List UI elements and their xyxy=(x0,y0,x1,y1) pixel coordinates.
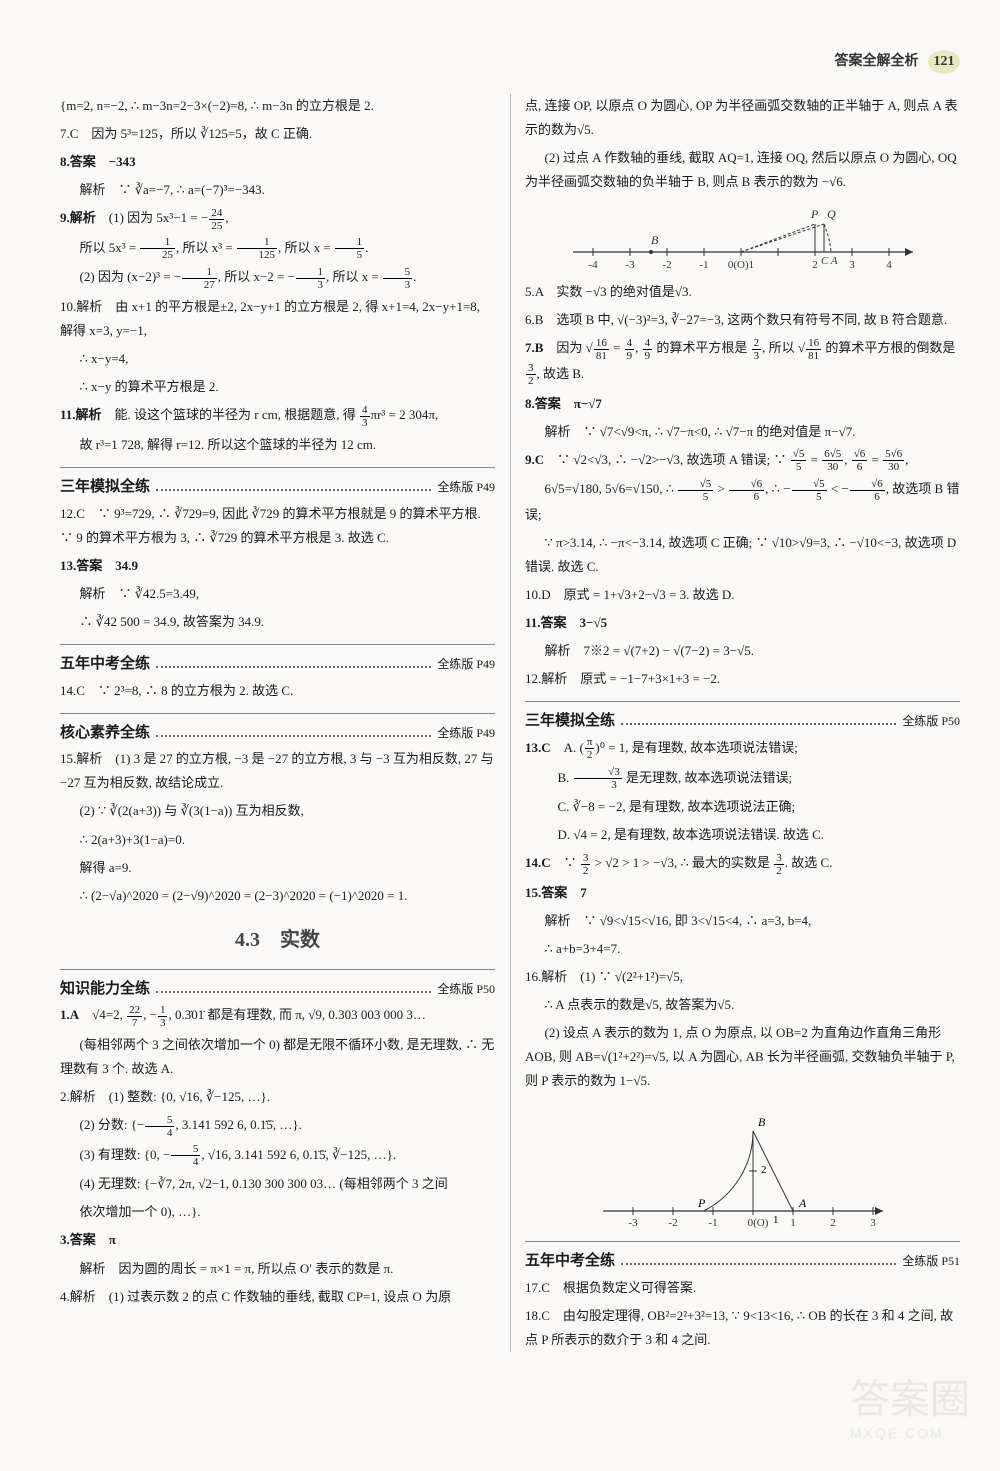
sol-14: 14.C ∵ 2³=8, ∴ 8 的立方根为 2. 故选 C. xyxy=(60,679,495,703)
sol-r2a: 2.解析 (1) 整数: {0, √16, ∛−125, …}. xyxy=(60,1085,495,1109)
sol-r8b: 解析 ∵ √7<√9<π, ∴ √7−π<0, ∴ √7−π 的绝对值是 π−√… xyxy=(525,420,960,444)
sol-12: 12.C ∵ 9³=729, ∴ ∛729=9, 因此 ∛729 的算术平方根就… xyxy=(60,502,495,550)
svg-text:-1: -1 xyxy=(699,259,708,271)
section-core: 核心素养全练 全练版 P49 xyxy=(60,713,495,748)
sol-9b: 所以 5x³ = 125, 所以 x³ = 1125, 所以 x = 15. xyxy=(60,236,495,262)
sol-r13c: C. ∛−8 = −2, 是有理数, 故本选项说法正确; xyxy=(525,795,960,819)
sol-r3a: 3.答案 π xyxy=(60,1228,495,1252)
sol-r13a: 13.C A. (π2)⁰ = 1, 是有理数, 故本选项说法错误; xyxy=(525,736,960,762)
sol-11b: 故 r³=1 728, 解得 r=12. 所以这个篮球的半径为 12 cm. xyxy=(60,433,495,457)
sol-r16b: ∴ A 点表示的数是√5, 故答案为√5. xyxy=(525,993,960,1017)
sol-9a: 9.解析 (1) 因为 5x³−1 = −2425, xyxy=(60,206,495,232)
sol-r18: 18.C 由勾股定理得, OB²=2²+3²=13, ∵ 9<13<16, ∴ … xyxy=(525,1304,960,1352)
sol-8b: 解析 ∵ ∛a=−7, ∴ a=(−7)³=−343. xyxy=(60,178,495,202)
sol-r17: 17.C 根据负数定义可得答案. xyxy=(525,1276,960,1300)
svg-text:-1: -1 xyxy=(708,1217,717,1229)
sol-r11b: 解析 7※2 = √(7+2) − √(7−2) = 3−√5. xyxy=(525,639,960,663)
svg-text:-3: -3 xyxy=(625,259,635,271)
sol-r2d: (4) 无理数: {−∛7, 2π, √2−1, 0.130 300 300 0… xyxy=(60,1172,495,1196)
section-exam5-r: 五年中考全练 全练版 P51 xyxy=(525,1241,960,1276)
arc-diagram: -3 -2 -1 0(O) 1 2 3 B 2 A P 1 xyxy=(593,1101,893,1231)
sol-r15c: ∴ a+b=3+4=7. xyxy=(525,937,960,961)
sol-r10: 10.D 原式 = 1+√3+2−√3 = 3. 故选 D. xyxy=(525,583,960,607)
sol-13b: 解析 ∵ ∛42.5=3.49, xyxy=(60,582,495,606)
sol-r9b: 6√5=√180, 5√6=√150, ∴ √55 > √66, ∴ −√55 … xyxy=(525,477,960,527)
sol-r14: 14.C ∵ 32 > √2 > 1 > −√3, ∴ 最大的实数是 32. 故… xyxy=(525,851,960,877)
svg-text:B: B xyxy=(651,233,659,247)
sol-15d: 解得 a=9. xyxy=(60,856,495,880)
sol-mn: {m=2, n=−2, ∴ m−3n=2−3×(−2)=8, ∴ m−3n 的立… xyxy=(60,94,495,118)
sol-r1b: (每相邻两个 3 之间依次增加一个 0) 都是无限不循环小数, 是无理数, ∴ … xyxy=(60,1033,495,1081)
svg-text:P: P xyxy=(810,207,819,221)
page: 答案全解全析 121 {m=2, n=−2, ∴ m−3n=2−3×(−2)=8… xyxy=(0,0,1000,1471)
sol-11a: 11.解析 能. 设这个篮球的半径为 r cm, 根据题意, 得 43πr³ =… xyxy=(60,403,495,429)
svg-text:-2: -2 xyxy=(662,259,671,271)
sol-r5: 5.A 实数 −√3 的绝对值是√3. xyxy=(525,280,960,304)
page-number: 121 xyxy=(928,50,960,74)
svg-text:A: A xyxy=(798,1196,807,1210)
sol-15b: (2) ∵ ∛(2(a+3)) 与 ∛(3(1−a)) 互为相反数, xyxy=(60,799,495,823)
sol-r2e: 依次增加一个 0), …}. xyxy=(60,1200,495,1224)
sol-r2b: (2) 分数: {−54, 3.141 592 6, 0.1̇5̇, …}. xyxy=(60,1113,495,1139)
svg-text:1: 1 xyxy=(773,1214,779,1226)
svg-text:2: 2 xyxy=(812,259,818,271)
svg-text:0(O)1: 0(O)1 xyxy=(727,259,753,271)
sol-r4a: 4.解析 (1) 过表示数 2 的点 C 作数轴的垂线, 截取 CP=1, 设点… xyxy=(60,1285,495,1309)
svg-text:Q: Q xyxy=(827,207,836,221)
section-sim3-r: 三年模拟全练 全练版 P50 xyxy=(525,701,960,736)
sol-r16a: 16.解析 (1) ∵ √(2²+1²)=√5, xyxy=(525,965,960,989)
number-line-diagram: -4 -3 -2 -1 0(O)1 2 3 4 B P Q C A xyxy=(563,202,923,272)
sol-r15b: 解析 ∵ √9<√15<√16, 即 3<√15<4, ∴ a=3, b=4, xyxy=(525,909,960,933)
sol-r3b: 解析 因为圆的周长 = π×1 = π, 所以点 O′ 表示的数是 π. xyxy=(60,1257,495,1281)
sol-r15a: 15.答案 7 xyxy=(525,881,960,905)
sol-r4b: 点, 连接 OP, 以原点 O 为圆心, OP 为半径画弧交数轴的正半轴于 A,… xyxy=(525,94,960,142)
sol-r13b: B. √33 是无理数, 故本选项说法错误; xyxy=(525,766,960,792)
sol-r8a: 8.答案 π−√7 xyxy=(525,392,960,416)
watermark: 答案圈 MXQE.COM xyxy=(850,1367,970,1441)
sol-r9a: 9.C ∵ √2<√3, ∴ −√2>−√3, 故选项 A 错误; ∵ √55 … xyxy=(525,448,960,474)
sol-15a: 15.解析 (1) 3 是 27 的立方根, −3 是 −27 的立方根, 3 … xyxy=(60,747,495,795)
svg-text:2: 2 xyxy=(830,1217,836,1229)
section-sim3: 三年模拟全练 全练版 P49 xyxy=(60,467,495,502)
section-exam5: 五年中考全练 全练版 P49 xyxy=(60,644,495,679)
sol-r11a: 11.答案 3−√5 xyxy=(525,611,960,635)
sol-13a: 13.答案 34.9 xyxy=(60,554,495,578)
sol-15e: ∴ (2−√a)^2020 = (2−√9)^2020 = (2−3)^2020… xyxy=(60,884,495,908)
page-header: 答案全解全析 121 xyxy=(60,50,960,74)
section-knowledge: 知识能力全练 全练版 P50 xyxy=(60,969,495,1004)
sol-r6: 6.B 选项 B 中, √(−3)²=3, ∛−27=−3, 这两个数只有符号不… xyxy=(525,308,960,332)
svg-text:B: B xyxy=(758,1115,766,1129)
sol-10c: ∴ x−y 的算术平方根是 2. xyxy=(60,375,495,399)
svg-text:-4: -4 xyxy=(588,259,598,271)
chapter-title: 4.3 实数 xyxy=(60,922,495,959)
sol-r16c: (2) 设点 A 表示的数为 1, 点 O 为原点, 以 OB=2 为直角边作直… xyxy=(525,1021,960,1093)
sol-r9c: ∵ π>3.14, ∴ −π<−3.14, 故选项 C 正确; ∵ √10>√9… xyxy=(525,531,960,579)
sol-10a: 10.解析 由 x+1 的平方根是±2, 2x−y+1 的立方根是 2, 得 x… xyxy=(60,295,495,343)
sol-r4c: (2) 过点 A 作数轴的垂线, 截取 AQ=1, 连接 OQ, 然后以原点 O… xyxy=(525,146,960,194)
svg-text:2: 2 xyxy=(761,1164,767,1176)
sol-15c: ∴ 2(a+3)+3(1−a)=0. xyxy=(60,828,495,852)
svg-text:4: 4 xyxy=(886,259,892,271)
svg-text:1: 1 xyxy=(790,1217,796,1229)
sol-10b: ∴ x−y=4, xyxy=(60,347,495,371)
svg-text:0(O): 0(O) xyxy=(747,1217,768,1229)
sol-r12: 12.解析 原式 = −1−7+3×1+3 = −2. xyxy=(525,667,960,691)
svg-text:3: 3 xyxy=(870,1217,876,1229)
svg-text:3: 3 xyxy=(849,259,855,271)
sol-r1a: 1.A √4=2, 227, −13, 0.3̇01̇ 都是有理数, 而 π, … xyxy=(60,1003,495,1029)
sol-9c: (2) 因为 (x−2)³ = −127, 所以 x−2 = −13, 所以 x… xyxy=(60,265,495,291)
sol-r2c: (3) 有理数: {0, −54, √16, 3.141 592 6, 0.1̇… xyxy=(60,1143,495,1169)
svg-text:C A: C A xyxy=(821,255,838,267)
content-columns: {m=2, n=−2, ∴ m−3n=2−3×(−2)=8, ∴ m−3n 的立… xyxy=(60,94,960,1352)
sol-13c: ∴ ∛42 500 = 34.9, 故答案为 34.9. xyxy=(60,610,495,634)
sol-r7: 7.B 因为 √1681 = 49, 49 的算术平方根是 23, 所以 √16… xyxy=(525,336,960,387)
svg-text:P: P xyxy=(697,1196,706,1210)
header-title: 答案全解全析 xyxy=(835,54,919,69)
svg-text:-3: -3 xyxy=(628,1217,638,1229)
sol-r13d: D. √4 = 2, 是有理数, 故本选项说法错误. 故选 C. xyxy=(525,823,960,847)
sol-7c: 7.C 因为 5³=125，所以 ∛125=5，故 C 正确. xyxy=(60,122,495,146)
sol-8a: 8.答案 −343 xyxy=(60,150,495,174)
svg-text:-2: -2 xyxy=(668,1217,677,1229)
